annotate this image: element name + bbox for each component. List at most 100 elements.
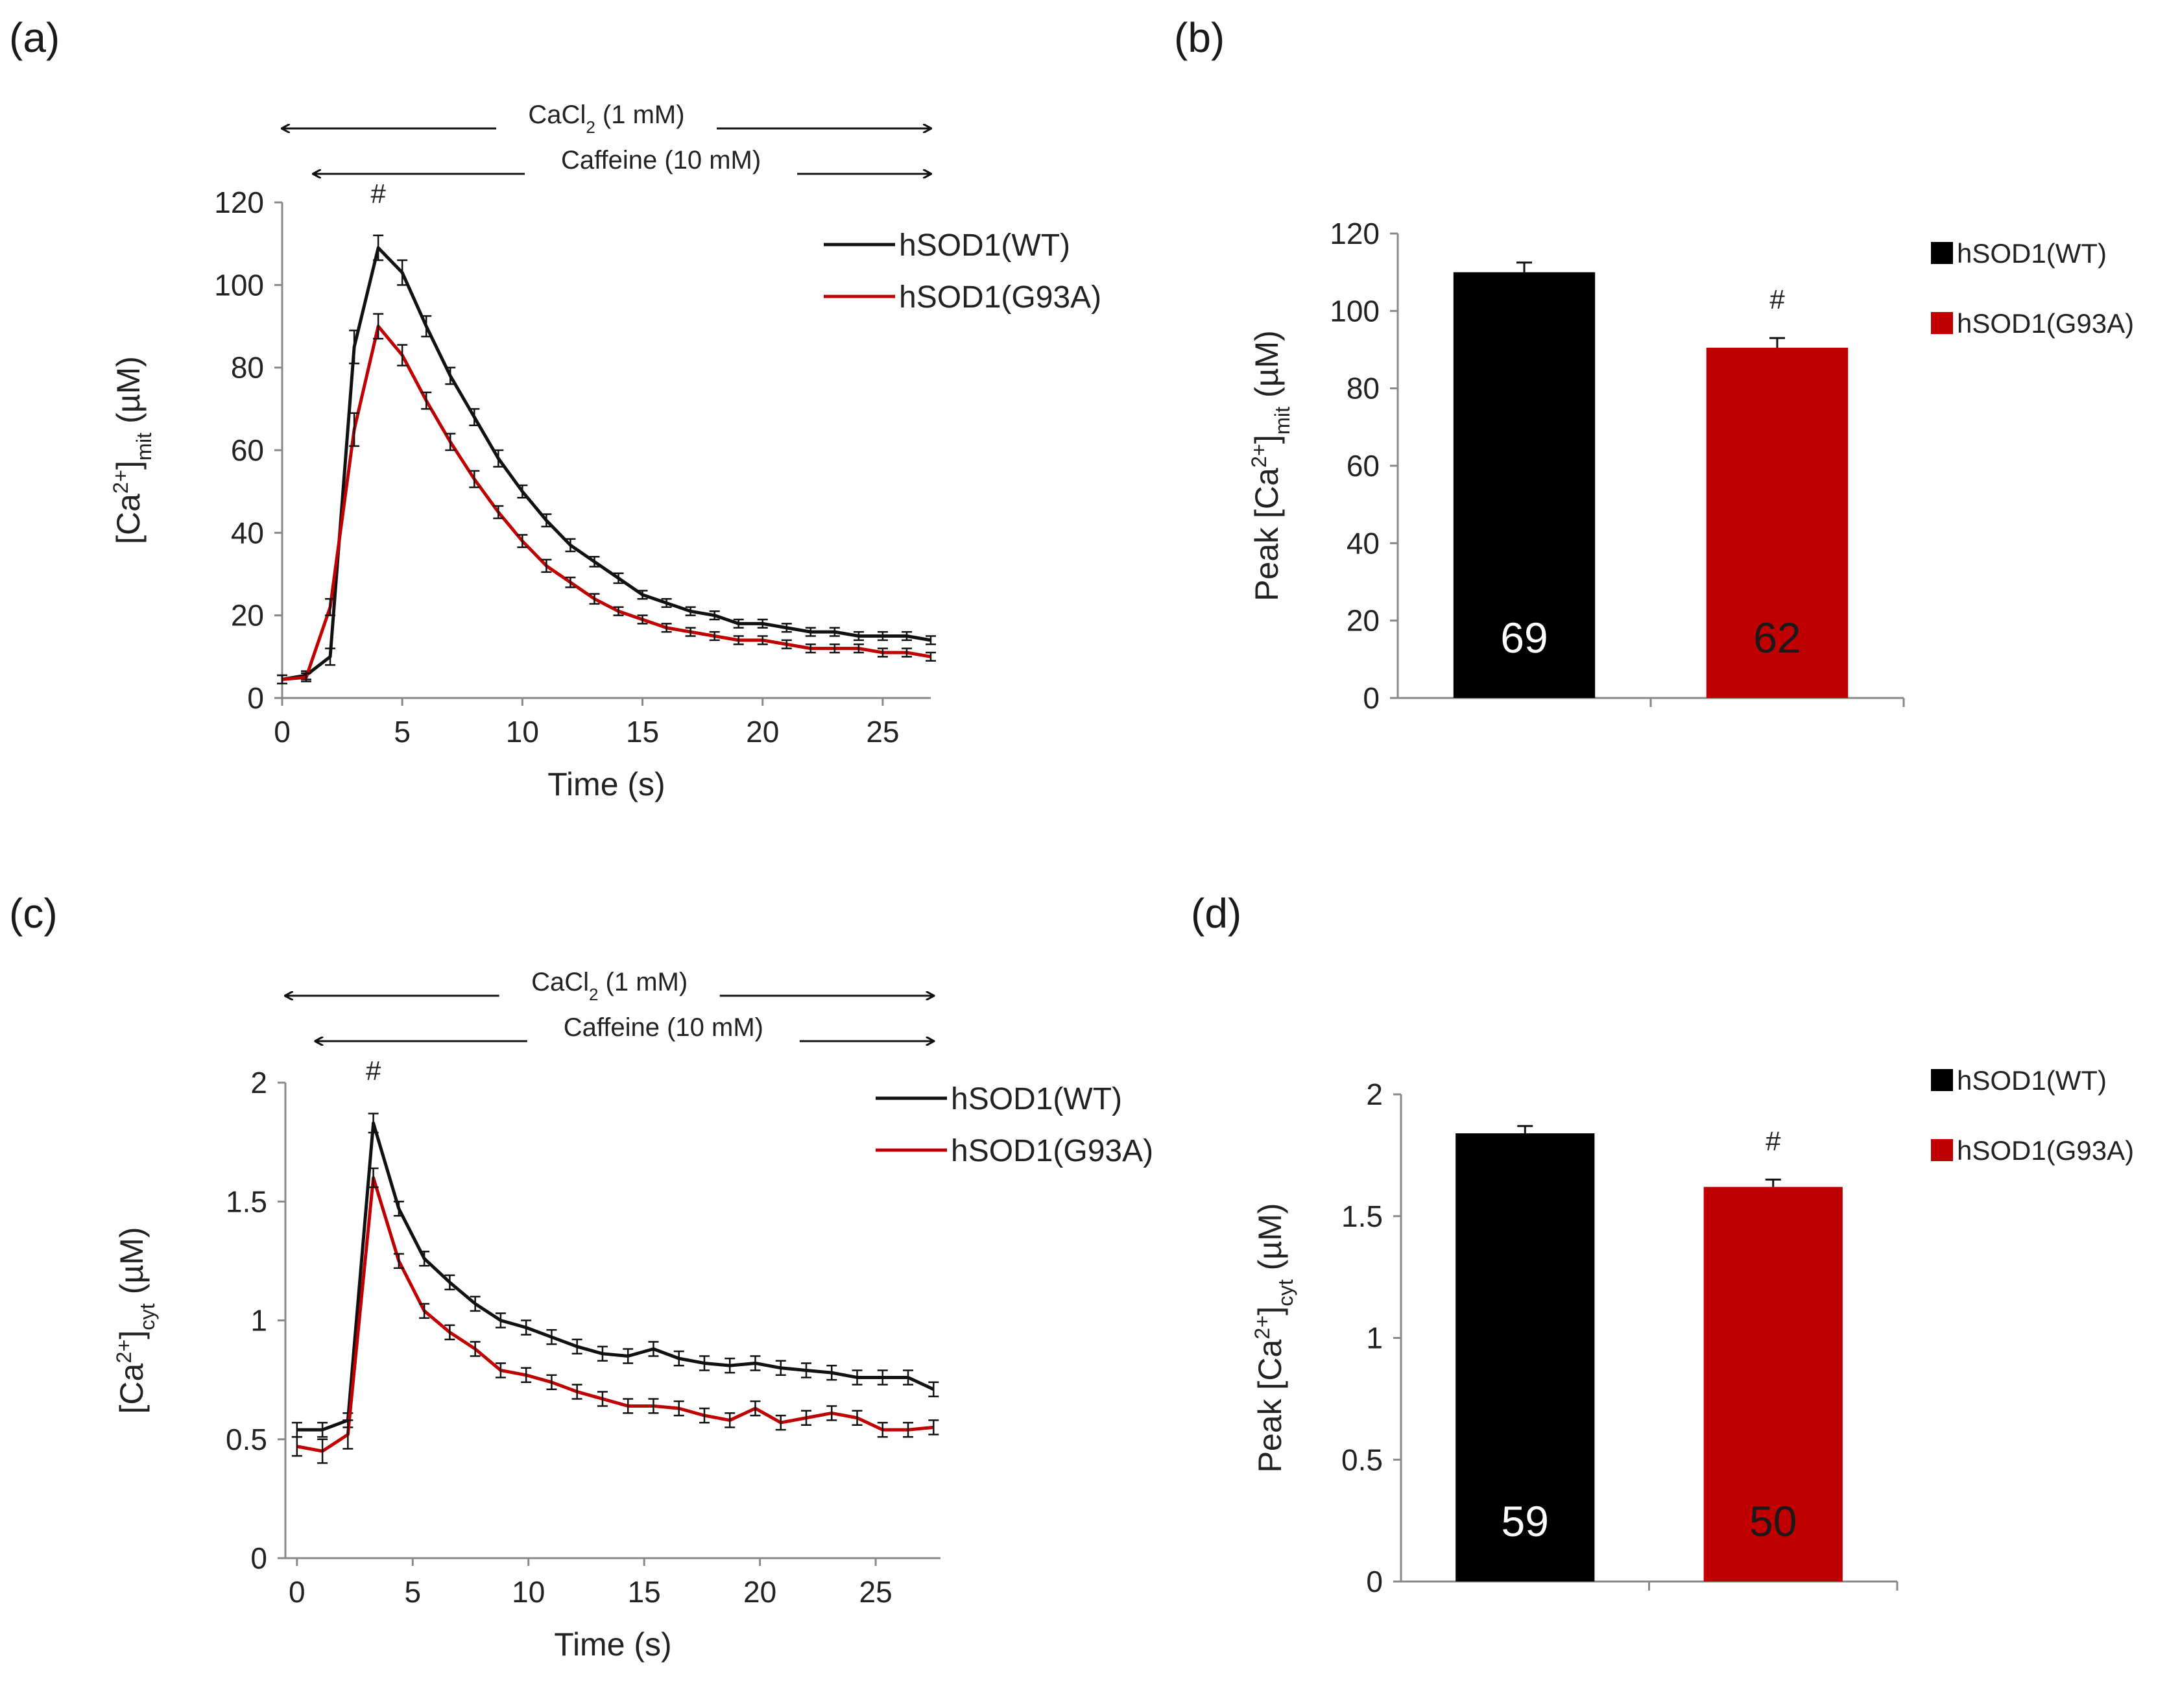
y-axis-title: [Ca2+]cyt (µM) (112, 1227, 159, 1414)
y-tick-label: 0.5 (226, 1423, 267, 1456)
legend-label: hSOD1(G93A) (951, 1134, 1153, 1168)
y-tick-label: 100 (214, 268, 264, 302)
bar-n-label-wt: 69 (1500, 614, 1548, 662)
treatment-label-bg (499, 967, 720, 1000)
y-tick-label: 2 (1366, 1077, 1383, 1111)
panel-a-line-chart: 0 20 40 60 80 100 120 0 5 10 15 20 25 Time (s) [Ca2+]m… (109, 100, 1101, 802)
y-tick-label: 2 (250, 1066, 267, 1100)
y-tick-label: 1 (250, 1304, 267, 1338)
y-tick-label: 120 (1330, 217, 1380, 250)
y-tick-label: 120 (214, 186, 264, 219)
y-tick-label: 20 (231, 599, 264, 632)
bar-n-label-g93a: 50 (1749, 1497, 1797, 1545)
treatment-label-pre: CaCl (531, 968, 589, 996)
treatment-label-pre: Caffeine (10 mM) (564, 1013, 763, 1042)
y-tick-label: 1 (1366, 1321, 1383, 1355)
significance-mark: # (1769, 284, 1785, 315)
y-tick-label: 80 (231, 351, 264, 385)
treatment-label-post: (1 mM) (595, 101, 685, 129)
legend-swatch (1931, 242, 1953, 264)
y-axis-title-post: (µM) (114, 1227, 150, 1304)
panel-label-c: (c) (9, 890, 58, 937)
significance-mark: # (366, 1055, 381, 1086)
y-tick-label: 1.5 (226, 1185, 267, 1218)
legend-label: hSOD1(WT) (899, 228, 1070, 263)
y-axis-title-sup: 2+ (1247, 444, 1271, 468)
y-axis-title-sup: 2+ (109, 470, 132, 494)
y-tick-label: 40 (231, 516, 264, 549)
y-axis-title-sup: 2+ (1251, 1316, 1274, 1340)
y-axis-title-mid: ] (114, 1330, 150, 1340)
y-tick-label: 0 (250, 1541, 267, 1575)
x-tick-label: 25 (859, 1575, 892, 1609)
x-tick-label: 0 (289, 1575, 305, 1609)
y-axis-title: Peak [Ca2+]cyt (µM) (1251, 1203, 1297, 1473)
x-tick-label: 20 (743, 1575, 776, 1609)
y-axis-title-pre: [Ca (110, 494, 147, 544)
y-axis-title-mid: ] (110, 461, 147, 470)
treatment-label-bg (496, 100, 717, 132)
bar-n-label-g93a: 62 (1753, 614, 1801, 662)
treatment-label: Caffeine (10 mM) (564, 1013, 763, 1042)
x-tick-label: 5 (394, 715, 411, 749)
series-line-wt (281, 246, 931, 681)
bar-g93a (1706, 348, 1849, 698)
legend-label: hSOD1(WT) (1957, 238, 2107, 269)
x-tick-label: 0 (274, 715, 291, 749)
x-tick-label: 15 (628, 1575, 661, 1609)
panel-label-d: (d) (1191, 890, 1241, 937)
x-tick-label: 10 (512, 1575, 545, 1609)
legend-swatch (1931, 1069, 1953, 1091)
x-tick-label: 5 (404, 1575, 421, 1609)
y-axis-title-pre: Peak [Ca (1252, 1340, 1288, 1473)
treatment-label-sub: 2 (589, 985, 598, 1004)
treatment-label-bg (525, 145, 798, 178)
treatment-label-pre: Caffeine (10 mM) (561, 146, 761, 174)
series-line-g93a (281, 324, 931, 681)
treatment-label-bg (527, 1013, 800, 1045)
x-tick-label: 20 (746, 715, 779, 749)
y-tick-label: 40 (1347, 526, 1380, 560)
y-axis-title: [Ca2+]mit (µM) (109, 356, 156, 544)
y-tick-label: 60 (231, 433, 264, 467)
significance-mark: # (370, 178, 386, 209)
treatment-label-sub: 2 (586, 117, 595, 137)
treatment-label: CaCl2 (1 mM) (528, 101, 684, 137)
y-tick-label: 1.5 (1341, 1199, 1383, 1233)
panel-label-a: (a) (9, 14, 60, 61)
bar-n-label-wt: 59 (1502, 1497, 1549, 1545)
y-axis-title-post: (µM) (110, 356, 147, 433)
y-tick-label: 0 (1363, 681, 1380, 715)
panel-label-b: (b) (1174, 14, 1225, 61)
legend-label: hSOD1(WT) (1957, 1065, 2107, 1096)
legend-label: hSOD1(G93A) (1957, 1135, 2134, 1166)
y-axis-title-mid: ] (1249, 435, 1285, 444)
y-axis-title-mid: ] (1252, 1306, 1288, 1316)
x-tick-label: 10 (506, 715, 539, 749)
legend-label: hSOD1(G93A) (899, 280, 1101, 315)
treatment-label-post: (1 mM) (598, 968, 688, 996)
x-tick-label: 15 (626, 715, 659, 749)
series-line-wt (296, 1121, 935, 1432)
y-axis-title-post: (µM) (1252, 1203, 1288, 1280)
bar-wt (1453, 272, 1596, 699)
y-axis-title: Peak [Ca2+]mit (µM) (1247, 330, 1294, 601)
y-tick-label: 20 (1347, 604, 1380, 638)
y-axis-title-sup: 2+ (112, 1340, 136, 1364)
series-line-g93a (296, 1176, 934, 1453)
treatment-label: CaCl2 (1 mM) (531, 968, 688, 1004)
y-tick-label: 0 (1366, 1565, 1383, 1598)
x-tick-label: 25 (866, 715, 899, 749)
y-axis-title-sub: mit (1271, 407, 1294, 435)
y-axis-title-sub: cyt (1274, 1279, 1297, 1306)
y-tick-label: 60 (1347, 449, 1380, 483)
panel-b-bar-chart: 0 20 40 60 80 100 120 Peak [Ca2+]mit (µM) 69 62 # h… (1247, 217, 2134, 715)
bar-g93a (1703, 1186, 1843, 1582)
y-tick-label: 0 (247, 681, 264, 715)
y-tick-label: 100 (1330, 294, 1380, 328)
x-axis-title: Time (s) (554, 1626, 671, 1663)
panel-d-bar-chart: 0 0.5 1 1.5 2 Peak [Ca2+]cyt (µM) 59 50 # hSOD1(W… (1251, 1065, 2134, 1598)
y-axis-title-sub: cyt (136, 1303, 159, 1330)
